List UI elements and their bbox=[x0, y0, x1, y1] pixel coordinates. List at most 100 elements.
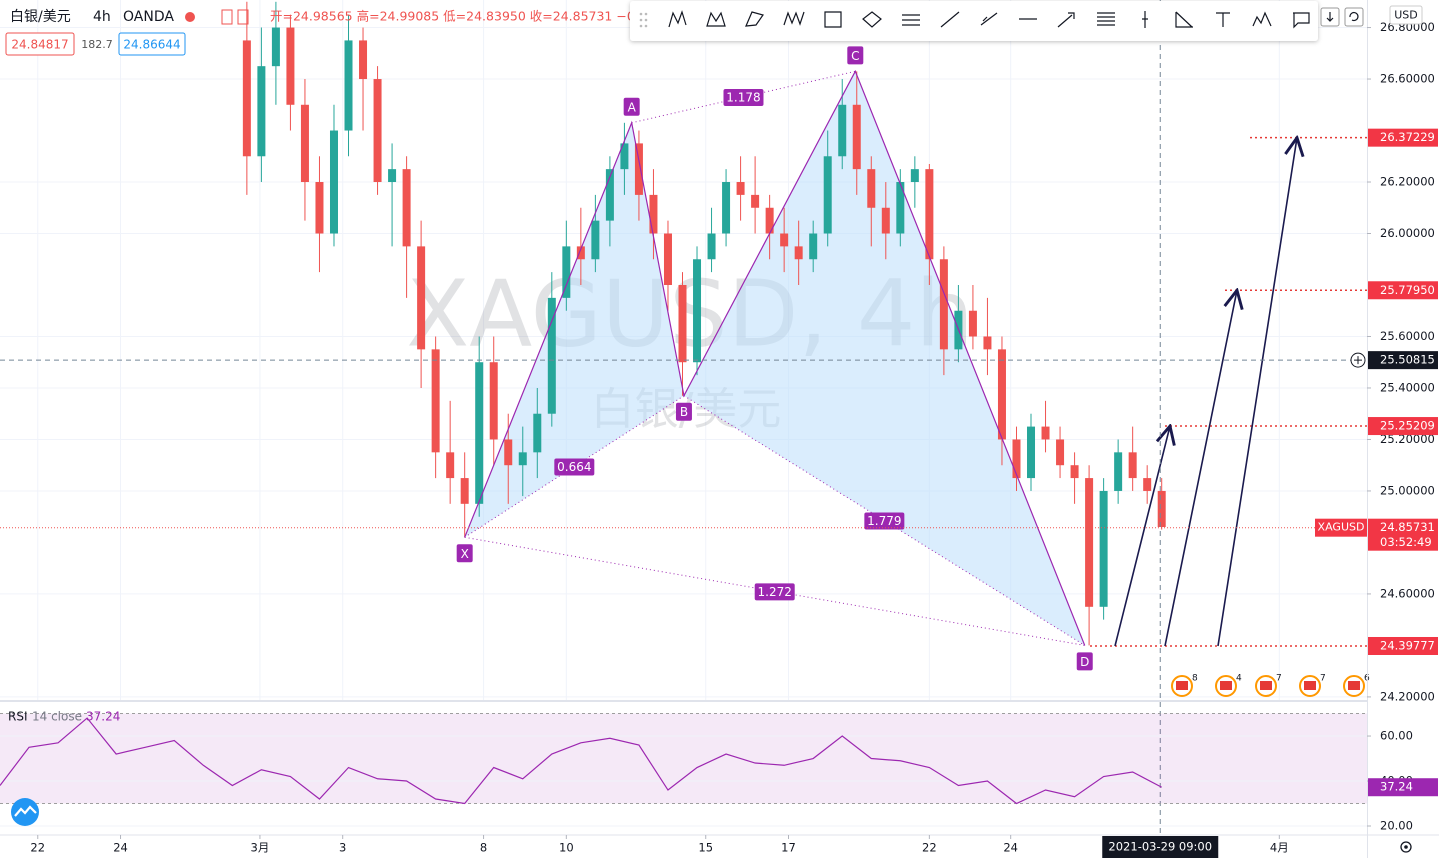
x-tick-label: 15 bbox=[698, 841, 713, 855]
tool-button[interactable] bbox=[706, 11, 726, 27]
settings[interactable] bbox=[1400, 841, 1412, 853]
tool-icon bbox=[862, 11, 882, 28]
ratio-label: 1.272 bbox=[758, 585, 792, 599]
candle-body bbox=[649, 194, 658, 234]
point-label: X bbox=[461, 547, 469, 561]
candle-body bbox=[547, 297, 556, 414]
candle-body bbox=[518, 452, 527, 466]
tool-button[interactable] bbox=[1057, 12, 1075, 28]
point-label: D bbox=[1080, 655, 1089, 669]
tool-icon bbox=[668, 10, 687, 28]
spread: 182.7 bbox=[81, 38, 113, 51]
tool-icon bbox=[745, 11, 764, 27]
sell-price[interactable]: 24.84817 bbox=[11, 38, 68, 52]
interval[interactable]: 4h bbox=[93, 9, 111, 25]
crosshair-price-box bbox=[1368, 351, 1438, 370]
tool-button[interactable] bbox=[783, 11, 805, 26]
tool-icon bbox=[940, 11, 960, 28]
event-icon[interactable]: 8 bbox=[1171, 674, 1198, 697]
candle-body bbox=[983, 336, 992, 350]
candle-body bbox=[896, 182, 905, 234]
tool-button[interactable] bbox=[1142, 11, 1148, 28]
event-icon[interactable]: 6 bbox=[1343, 674, 1370, 697]
rsi-tick-label: 60.00 bbox=[1380, 729, 1413, 743]
x-tick-label: 8 bbox=[480, 841, 487, 855]
tool-icon bbox=[1057, 12, 1075, 28]
tool-button[interactable] bbox=[1216, 12, 1230, 27]
candle-body bbox=[359, 40, 368, 80]
candle-body bbox=[1114, 452, 1123, 491]
tool-button[interactable] bbox=[824, 11, 842, 28]
candle-body bbox=[1070, 465, 1079, 479]
market-status bbox=[185, 12, 195, 22]
tool-button[interactable] bbox=[980, 12, 998, 26]
price-label: 25.25209 bbox=[1380, 419, 1435, 433]
tool-button[interactable] bbox=[668, 10, 687, 28]
candle-body bbox=[794, 246, 803, 260]
header: 白银/美元 4h OANDA 开=24.98565 高=24.99085 低=2… bbox=[5, 9, 671, 56]
point-box bbox=[1076, 652, 1093, 671]
reset-button[interactable] bbox=[1344, 7, 1364, 27]
point-label: C bbox=[851, 49, 859, 63]
tool-button[interactable] bbox=[862, 11, 882, 28]
candle-body bbox=[751, 194, 760, 208]
x-tick-label: 4月 bbox=[1270, 841, 1289, 855]
candle-body bbox=[634, 143, 643, 195]
icon[interactable] bbox=[221, 9, 233, 25]
price-label: 24.39777 bbox=[1380, 638, 1435, 652]
logo[interactable] bbox=[11, 798, 39, 826]
candle-body bbox=[707, 233, 716, 260]
drag-handle[interactable] bbox=[639, 12, 648, 28]
tool-icon bbox=[980, 12, 998, 26]
rsi-last-label: 37.24 bbox=[1380, 780, 1413, 794]
buy-button[interactable] bbox=[118, 32, 186, 56]
add-icon bbox=[1354, 356, 1362, 365]
event-icon[interactable]: 7 bbox=[1255, 674, 1282, 697]
scroll-button[interactable] bbox=[1320, 7, 1340, 27]
x-tick-label: 3 bbox=[339, 841, 346, 855]
candle-body bbox=[722, 182, 731, 234]
rsi-last-box bbox=[1368, 778, 1438, 797]
candle-body bbox=[417, 246, 426, 350]
tool-button[interactable] bbox=[1252, 11, 1272, 27]
tool-button[interactable] bbox=[1175, 11, 1193, 28]
candle-body bbox=[780, 233, 789, 247]
rsi-params: 14 close bbox=[32, 710, 82, 724]
candle-body bbox=[1157, 490, 1166, 527]
y-tick-label: 25.60000 bbox=[1380, 329, 1435, 343]
currency-button[interactable] bbox=[1389, 5, 1423, 25]
icon[interactable] bbox=[237, 9, 249, 25]
candle-body bbox=[678, 284, 687, 363]
tool-icon bbox=[1175, 11, 1193, 28]
rsi-tick-label: 20.00 bbox=[1380, 819, 1413, 833]
price-label-box bbox=[1368, 636, 1438, 655]
x-tick-label: 22 bbox=[30, 841, 45, 855]
candle-body bbox=[968, 310, 977, 337]
buy-price[interactable]: 24.86644 bbox=[123, 38, 180, 52]
candle-body bbox=[1041, 426, 1050, 440]
ratio-label: 0.664 bbox=[557, 460, 591, 474]
tool-icon bbox=[824, 11, 842, 28]
candle-body bbox=[562, 246, 571, 298]
candle-body bbox=[446, 452, 455, 479]
candle-body bbox=[373, 79, 382, 183]
tool-button[interactable] bbox=[745, 11, 764, 27]
sell-button[interactable] bbox=[5, 32, 75, 56]
currency[interactable]: USD bbox=[1394, 9, 1418, 22]
tool-button[interactable] bbox=[940, 11, 960, 28]
candle-body bbox=[736, 182, 745, 195]
tool-button[interactable] bbox=[1097, 12, 1115, 26]
event-count: 7 bbox=[1320, 674, 1326, 684]
tool-button[interactable] bbox=[1293, 12, 1310, 29]
tool-button[interactable] bbox=[902, 14, 920, 26]
symbol-box bbox=[1315, 518, 1367, 537]
y-tick-label: 24.60000 bbox=[1380, 586, 1435, 600]
candle-body bbox=[1056, 439, 1065, 466]
candle-body bbox=[315, 182, 324, 234]
event-icon[interactable]: 7 bbox=[1299, 674, 1326, 697]
event-icon[interactable]: 4 bbox=[1215, 674, 1242, 697]
candle-body bbox=[533, 413, 542, 453]
event-flag bbox=[1304, 681, 1316, 690]
target-arrow bbox=[1114, 426, 1170, 647]
